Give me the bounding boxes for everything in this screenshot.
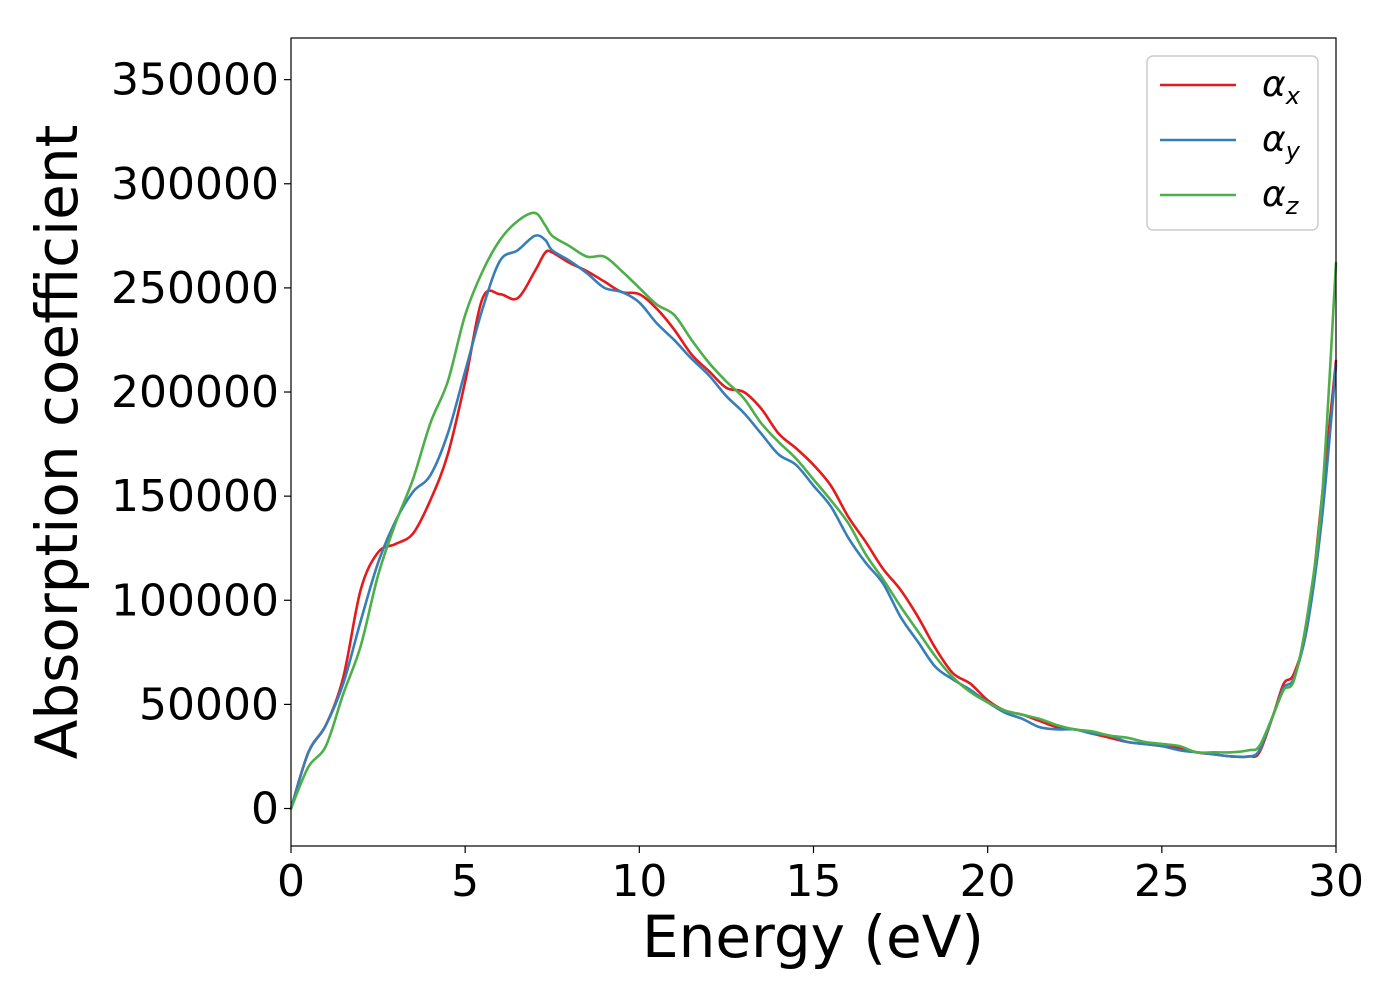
y-tick-label: 150000 bbox=[111, 471, 279, 522]
series-line-alpha-z bbox=[289, 211, 1338, 810]
y-tick-label: 100000 bbox=[111, 575, 279, 626]
x-tick-label: 15 bbox=[786, 856, 842, 907]
x-tick-label: 30 bbox=[1308, 856, 1364, 907]
legend-frame bbox=[1146, 55, 1319, 231]
y-tick-label: 250000 bbox=[111, 263, 279, 314]
x-tick-label: 10 bbox=[611, 856, 667, 907]
legend-symbol: α bbox=[1262, 119, 1286, 160]
legend-label-alpha-z: αz bbox=[1262, 174, 1300, 220]
x-tick-label: 0 bbox=[277, 856, 305, 907]
y-tick-label: 200000 bbox=[111, 367, 279, 418]
legend-label-alpha-x: αx bbox=[1262, 64, 1301, 110]
x-axis-label: Energy (eV) bbox=[642, 903, 984, 971]
y-tick-label: 300000 bbox=[111, 159, 279, 210]
legend-subscript: z bbox=[1285, 192, 1300, 220]
series-layer bbox=[289, 211, 1338, 810]
y-tick-label: 0 bbox=[251, 784, 279, 835]
legend-label-alpha-y: αy bbox=[1262, 119, 1301, 165]
y-tick-label: 50000 bbox=[139, 679, 279, 730]
x-tick-label: 20 bbox=[960, 856, 1016, 907]
y-axis: 0 50000 100000 150000 200000 250000 300000 3500… bbox=[111, 55, 291, 835]
x-tick-label: 5 bbox=[451, 856, 479, 907]
legend-subscript: x bbox=[1285, 82, 1301, 110]
y-axis-label: Absorption coefficient bbox=[23, 125, 91, 760]
legend-symbol: α bbox=[1262, 64, 1286, 105]
x-tick-label: 25 bbox=[1134, 856, 1190, 907]
legend-subscript: y bbox=[1285, 137, 1301, 165]
x-axis: 0 5 10 15 20 25 30 bbox=[277, 846, 1364, 907]
legend-symbol: α bbox=[1262, 174, 1286, 215]
y-tick-label: 350000 bbox=[111, 55, 279, 106]
